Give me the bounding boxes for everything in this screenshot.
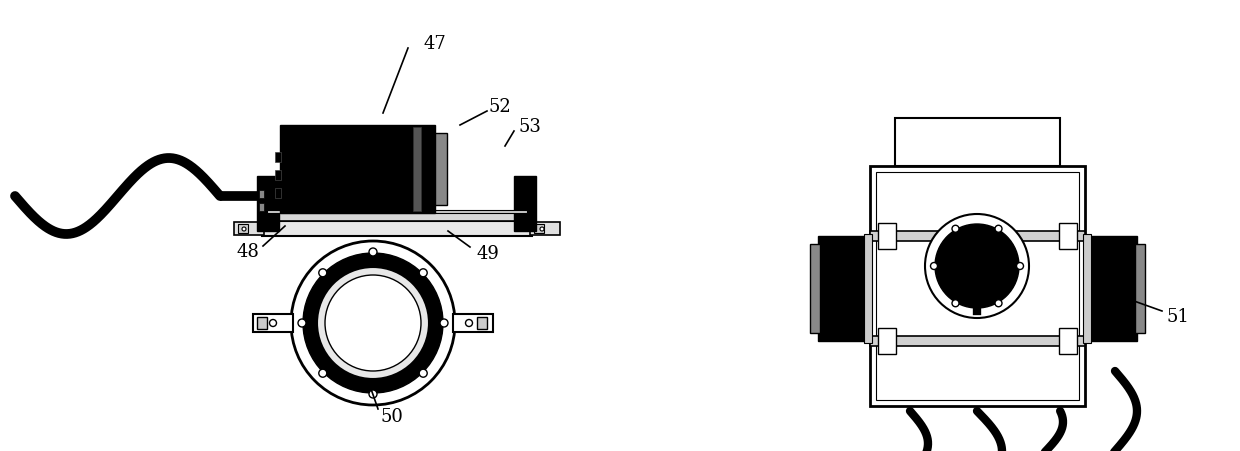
Bar <box>275 152 281 163</box>
Bar <box>259 203 264 212</box>
Bar <box>234 222 264 235</box>
Bar <box>864 235 872 343</box>
Circle shape <box>1017 263 1023 270</box>
Circle shape <box>298 319 306 327</box>
Bar <box>267 211 527 213</box>
Circle shape <box>440 319 448 327</box>
Bar <box>477 318 487 329</box>
Circle shape <box>269 320 277 327</box>
Bar <box>534 225 544 234</box>
Text: 49: 49 <box>476 244 500 262</box>
Bar <box>810 244 820 333</box>
Circle shape <box>370 249 377 257</box>
Ellipse shape <box>962 246 992 286</box>
Circle shape <box>419 369 428 377</box>
Bar <box>257 177 279 231</box>
Bar <box>453 314 494 332</box>
Circle shape <box>539 227 544 231</box>
Bar <box>1085 236 1137 341</box>
Bar <box>257 318 267 329</box>
Circle shape <box>465 320 472 327</box>
Bar <box>253 314 293 332</box>
Bar <box>515 177 536 231</box>
Text: 51: 51 <box>1167 307 1189 325</box>
Circle shape <box>994 300 1002 307</box>
Circle shape <box>303 253 443 393</box>
Circle shape <box>325 276 422 371</box>
Circle shape <box>291 241 455 405</box>
Bar <box>870 231 1085 241</box>
Bar <box>435 133 446 206</box>
Text: 50: 50 <box>381 407 403 425</box>
Bar <box>262 221 532 236</box>
Circle shape <box>370 390 377 398</box>
Bar <box>818 236 870 341</box>
Circle shape <box>319 269 327 277</box>
Bar <box>870 336 1085 346</box>
Bar <box>1059 224 1078 249</box>
Circle shape <box>925 215 1029 318</box>
Bar <box>878 224 897 249</box>
Circle shape <box>935 225 1019 308</box>
Text: 53: 53 <box>518 118 542 136</box>
Bar <box>280 126 435 213</box>
Bar <box>272 213 522 221</box>
Text: 47: 47 <box>424 35 446 53</box>
Text: 48: 48 <box>237 243 259 260</box>
Circle shape <box>419 269 428 277</box>
Bar <box>1059 328 1078 354</box>
Bar <box>875 173 1079 400</box>
Bar <box>275 189 281 198</box>
Circle shape <box>952 300 959 307</box>
Circle shape <box>242 227 246 231</box>
Bar <box>413 128 422 212</box>
Circle shape <box>317 267 429 379</box>
Bar <box>238 225 248 234</box>
Text: 52: 52 <box>489 98 511 116</box>
Circle shape <box>952 226 959 233</box>
Bar <box>895 119 1060 166</box>
Circle shape <box>930 263 937 270</box>
Bar <box>529 222 560 235</box>
Bar <box>870 166 1085 406</box>
Bar <box>1083 235 1091 343</box>
Circle shape <box>319 369 327 377</box>
Bar <box>1135 244 1145 333</box>
Bar <box>275 170 281 180</box>
Bar <box>878 328 897 354</box>
Circle shape <box>994 226 1002 233</box>
Bar <box>259 191 264 198</box>
